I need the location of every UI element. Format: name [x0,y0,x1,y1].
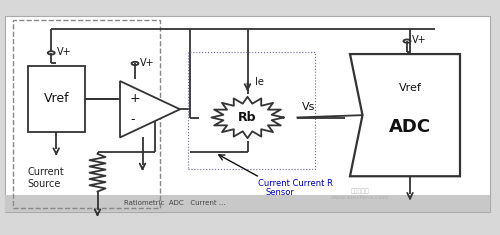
Text: Current
Source: Current Source [28,167,64,189]
Text: Ie: Ie [255,77,264,86]
Bar [188,52,315,169]
Text: Vs: Vs [302,102,315,112]
Bar [5,195,490,212]
Polygon shape [350,54,460,176]
Text: V+: V+ [57,47,72,57]
Text: V+: V+ [412,35,426,45]
Text: Vref: Vref [398,83,421,93]
Bar [28,66,85,132]
Text: Ratiometric  ADC   Current ...: Ratiometric ADC Current ... [124,200,226,206]
Text: +: + [130,92,140,105]
Text: ADC: ADC [389,118,431,136]
Text: Vref: Vref [44,92,69,105]
Text: Current Current R: Current Current R [258,179,332,188]
Text: Rb: Rb [238,111,257,124]
Bar [5,16,490,212]
Text: -: - [130,113,134,126]
Polygon shape [120,81,180,137]
Bar [12,20,160,208]
Text: 電子發燒友
www.elecfans.com: 電子發燒友 www.elecfans.com [331,188,389,200]
Polygon shape [212,97,284,138]
Text: V+: V+ [140,58,154,68]
Text: Sensor: Sensor [265,188,294,197]
